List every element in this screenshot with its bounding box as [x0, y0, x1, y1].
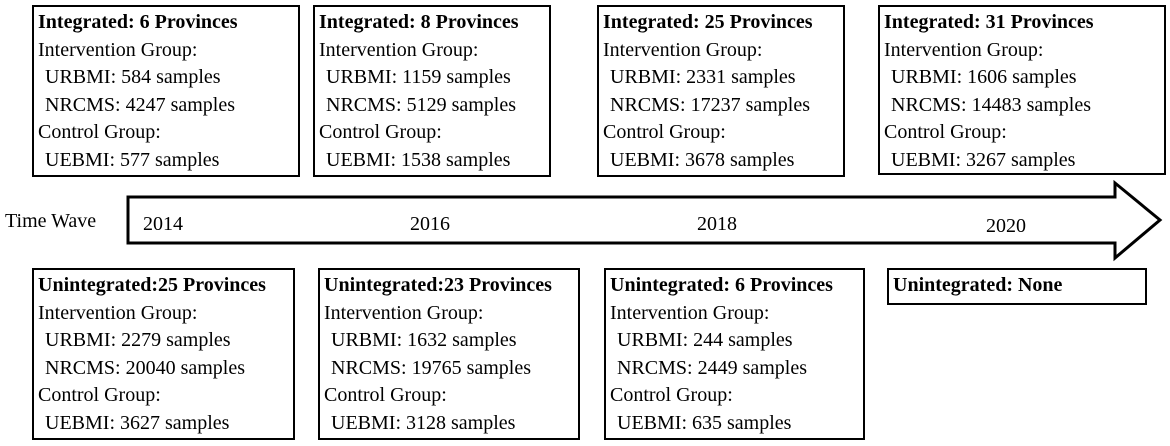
- box-title: Integrated: 31 Provinces: [884, 11, 1094, 33]
- box-line: URBMI: 2279 samples: [45, 329, 231, 351]
- year-label: 2018: [697, 213, 737, 235]
- box-line: Intervention Group:: [610, 301, 770, 324]
- box-line: NRCMS: 5129 samples: [326, 93, 517, 116]
- year-label: 2014: [143, 213, 183, 235]
- box-line: URBMI: 2331 samples: [610, 66, 796, 88]
- unintegrated-box: Unintegrated:25 Provinces Intervention Gr…: [32, 268, 295, 440]
- box-title: Integrated: 8 Provinces: [319, 11, 519, 33]
- box-line: Control Group:: [319, 121, 442, 143]
- integrated-box: Integrated: 31 Provinces Intervention Gro…: [878, 5, 1166, 175]
- box-line: NRCMS: 19765 samples: [331, 356, 532, 379]
- box-line: NRCMS: 2449 samples: [617, 356, 808, 379]
- box-line: Control Group:: [603, 121, 726, 143]
- box-line: Intervention Group:: [324, 301, 484, 324]
- box-line: Control Group:: [610, 384, 733, 406]
- box-line: Intervention Group:: [38, 301, 198, 324]
- integrated-box: Integrated: 25 Provinces Intervention Gro…: [597, 5, 845, 177]
- unintegrated-box: Unintegrated: None: [887, 268, 1147, 305]
- unintegrated-box: Unintegrated:23 Provinces Intervention Gr…: [318, 268, 580, 440]
- box-title: Unintegrated:23 Provinces: [324, 274, 552, 296]
- box-line: Control Group:: [324, 384, 447, 406]
- year-label: 2020: [986, 215, 1026, 237]
- box-line: Control Group:: [38, 121, 161, 143]
- integrated-box: Integrated: 6 Provinces Intervention Grou…: [32, 5, 300, 177]
- box-line: Intervention Group:: [603, 38, 763, 61]
- box-line: UEBMI: 3678 samples: [610, 148, 795, 171]
- axis-label: Time Wave: [5, 210, 97, 232]
- box-line: UEBMI: 635 samples: [617, 411, 792, 434]
- box-line: NRCMS: 17237 samples: [610, 93, 811, 116]
- box-line: UEBMI: 3128 samples: [331, 411, 516, 434]
- box-title: Unintegrated: 6 Provinces: [610, 274, 833, 296]
- box-line: URBMI: 584 samples: [45, 66, 221, 88]
- box-line: Control Group:: [884, 121, 1007, 143]
- integrated-box: Integrated: 8 Provinces Intervention Grou…: [313, 5, 551, 177]
- box-line: NRCMS: 14483 samples: [891, 93, 1092, 116]
- box-title: Unintegrated: None: [893, 274, 1063, 296]
- box-line: URBMI: 1606 samples: [891, 66, 1077, 88]
- box-line: UEBMI: 3267 samples: [891, 148, 1076, 171]
- box-line: UEBMI: 3627 samples: [45, 411, 230, 434]
- box-line: URBMI: 1159 samples: [326, 66, 511, 88]
- box-line: Intervention Group:: [319, 38, 479, 61]
- arrow-shape: [126, 179, 1163, 262]
- box-line: UEBMI: 1538 samples: [326, 148, 511, 171]
- box-line: URBMI: 244 samples: [617, 329, 793, 351]
- box-line: URBMI: 1632 samples: [331, 329, 517, 351]
- box-title: Integrated: 25 Provinces: [603, 11, 813, 33]
- box-line: Intervention Group:: [884, 38, 1044, 61]
- year-label: 2016: [410, 213, 450, 235]
- box-title: Unintegrated:25 Provinces: [38, 274, 266, 296]
- box-line: UEBMI: 577 samples: [45, 148, 220, 171]
- box-line: Intervention Group:: [38, 38, 198, 61]
- box-line: NRCMS: 4247 samples: [45, 93, 236, 116]
- unintegrated-box: Unintegrated: 6 Provinces Intervention Gr…: [604, 268, 865, 440]
- box-title: Integrated: 6 Provinces: [38, 11, 238, 33]
- box-line: Control Group:: [38, 384, 161, 406]
- box-line: NRCMS: 20040 samples: [45, 356, 246, 379]
